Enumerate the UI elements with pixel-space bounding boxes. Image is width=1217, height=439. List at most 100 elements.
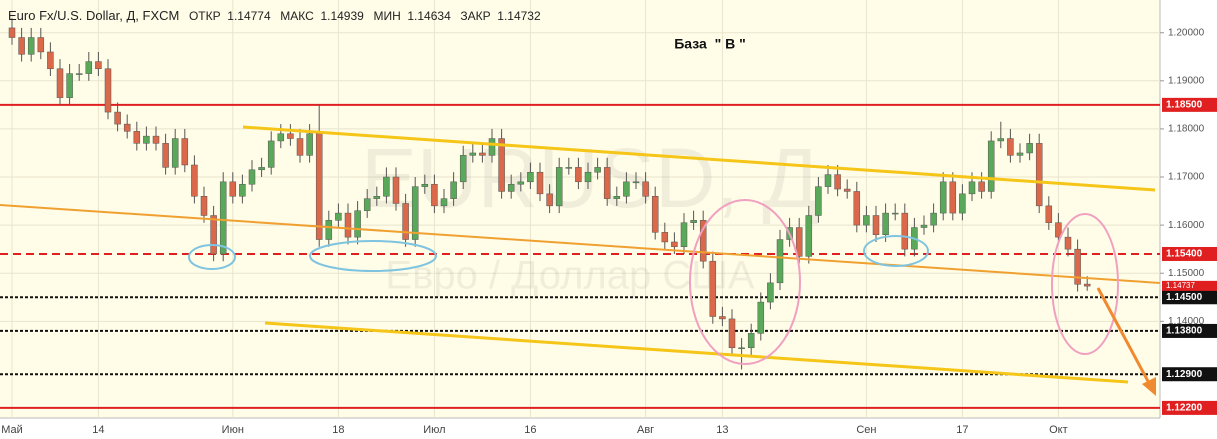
x-tick-label: Июл	[423, 424, 445, 436]
candle-body	[642, 181, 649, 197]
candle-body	[344, 212, 352, 238]
ohlc-label: ОТКР	[189, 9, 221, 23]
candle-body	[1074, 248, 1081, 285]
candle-body	[85, 61, 93, 74]
candle-body	[1083, 283, 1091, 287]
candle-body	[671, 241, 678, 248]
candle-body	[651, 196, 659, 233]
y-tick-label: 1.15000	[1168, 268, 1205, 279]
last-price-label: 1.14737	[1166, 281, 1195, 290]
candle-body	[872, 215, 880, 235]
candle-body	[853, 191, 861, 226]
candle-body	[123, 123, 131, 132]
candle-body	[738, 347, 745, 350]
header: Euro Fx/U.S. Dollar, Д, FXCM ОТКР 1.1477…	[8, 8, 541, 23]
candle-body	[767, 282, 774, 303]
x-tick-label: Май	[1, 424, 23, 436]
trend-line	[264, 321, 1129, 384]
candle-body	[623, 181, 630, 197]
highlight-ellipse	[1051, 213, 1119, 355]
candle-body	[27, 37, 35, 55]
candle-body	[459, 155, 467, 183]
candle-body	[565, 167, 573, 169]
candle-body	[949, 181, 957, 214]
candle-body	[383, 176, 390, 197]
candle-body	[997, 138, 1005, 142]
ohlc-value: 1.14634	[407, 9, 451, 23]
candle-body	[287, 133, 294, 139]
candle-body	[200, 196, 208, 216]
arrow-head	[1142, 377, 1156, 396]
candle-body	[440, 198, 448, 207]
level-tag	[1162, 97, 1217, 112]
candle-body	[18, 37, 25, 55]
candle-body	[8, 27, 16, 38]
candle-body	[104, 68, 112, 113]
candle-body	[891, 212, 899, 215]
candle-body	[296, 138, 304, 156]
level-label: 1.18500	[1166, 100, 1203, 111]
ohlc-label: МАКС	[280, 9, 314, 23]
candle-body	[546, 193, 553, 207]
level-tag	[1162, 246, 1217, 261]
y-tick-label: 1.20000	[1168, 27, 1205, 38]
level-label: 1.12200	[1166, 403, 1203, 414]
candle-body	[267, 140, 275, 168]
candle-body	[555, 167, 563, 207]
candle-body	[488, 138, 496, 156]
x-tick-label: Авг	[637, 424, 654, 436]
candle-body	[56, 68, 64, 98]
candle-body	[47, 51, 54, 70]
x-tick-label: 16	[524, 424, 536, 436]
candle-body	[527, 171, 534, 183]
candle-body	[680, 222, 688, 248]
candle-body	[248, 169, 256, 185]
candle-body	[728, 318, 736, 349]
candle-body	[690, 220, 697, 223]
candle-body	[66, 73, 73, 98]
candle-body	[95, 61, 102, 70]
candle-body	[805, 215, 813, 257]
level-tag	[1162, 400, 1217, 415]
symbol: Euro Fx/U.S. Dollar, Д, FXCM	[8, 8, 179, 23]
candle-body	[939, 181, 947, 214]
candle-body	[1016, 152, 1024, 156]
candle-body	[1045, 205, 1053, 223]
candle-body	[325, 220, 333, 240]
level-tag	[1162, 290, 1217, 305]
candle-body	[959, 193, 966, 214]
level-label: 1.13800	[1166, 326, 1203, 337]
watermark: Евро / Доллар США	[385, 254, 755, 298]
candle-body	[431, 183, 438, 207]
y-tick-label: 1.14000	[1168, 316, 1205, 327]
candle-body	[709, 260, 717, 317]
candle-body	[421, 183, 429, 187]
candle-body	[75, 73, 83, 75]
ohlc-label: МИН	[373, 9, 400, 23]
candle-body	[171, 138, 179, 168]
candle-body	[757, 301, 765, 334]
candle-body	[143, 135, 150, 144]
candle-body	[498, 138, 505, 192]
candle-body	[1064, 236, 1072, 250]
plot-background	[0, 0, 1160, 418]
candle-body	[987, 140, 995, 192]
highlight-ellipse	[689, 199, 801, 365]
candle-body	[239, 183, 246, 197]
ohlc-label: ЗАКР	[460, 9, 490, 23]
candle-body	[411, 186, 419, 240]
candle-body	[776, 239, 784, 284]
candle-body	[1026, 143, 1033, 154]
candle-body	[373, 196, 381, 199]
candle-body	[632, 181, 640, 184]
candle-body	[719, 316, 726, 320]
last-price-tag	[1162, 280, 1217, 291]
candle-body	[181, 138, 189, 166]
candle-body	[575, 167, 582, 183]
candle-body	[335, 212, 342, 221]
y-tick-label: 1.16000	[1168, 220, 1205, 231]
level-label: 1.14500	[1166, 292, 1203, 303]
level-tag	[1162, 367, 1217, 382]
candle-body	[162, 143, 169, 168]
